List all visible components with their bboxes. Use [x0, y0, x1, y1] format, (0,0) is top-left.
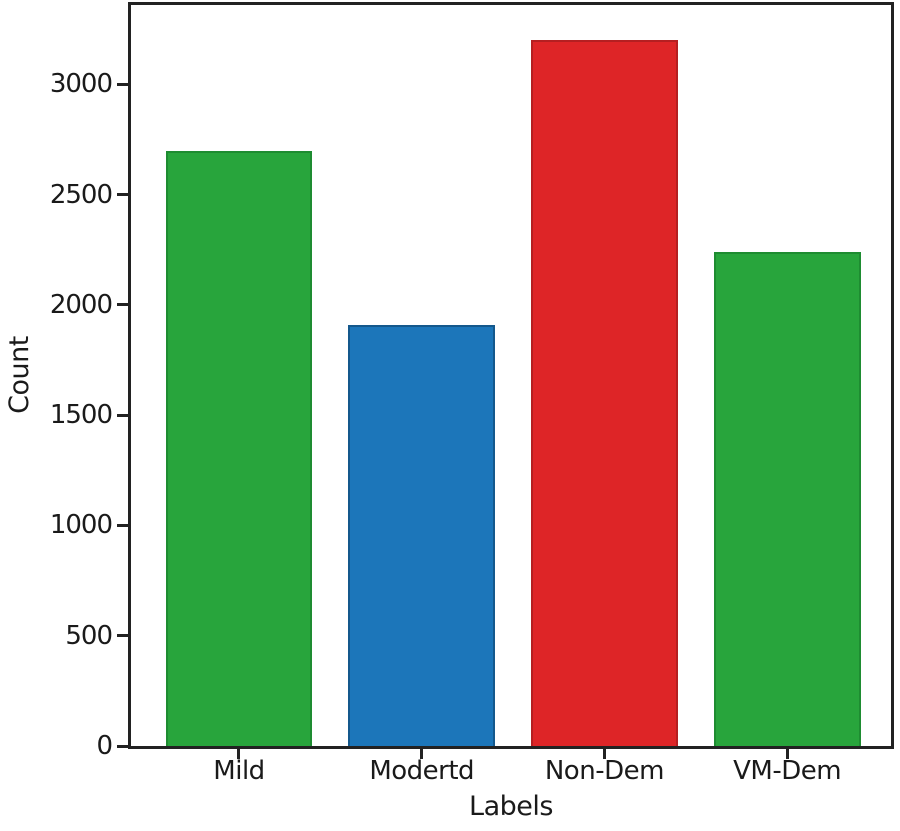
y-tick-label: 0: [96, 731, 113, 761]
bar-non-dem: [530, 40, 678, 746]
x-axis-title: Labels: [469, 791, 553, 822]
y-tick-mark: [117, 413, 128, 417]
bar-vm-dem: [713, 251, 861, 746]
x-tick-mark: [237, 749, 241, 759]
y-tick-label: 2000: [49, 289, 113, 320]
y-tick-label: 1000: [49, 510, 113, 541]
x-tick-label: Modertd: [369, 756, 475, 786]
x-tick-label: Mild: [213, 756, 265, 786]
x-tick-mark: [420, 749, 424, 759]
x-tick-mark: [602, 749, 606, 759]
y-tick-label: 3000: [49, 69, 113, 100]
x-tick-label: VM-Dem: [733, 756, 842, 786]
x-tick-label: Non-Dem: [544, 756, 665, 786]
y-tick-mark: [117, 193, 128, 197]
y-tick-mark: [117, 744, 128, 748]
y-tick-mark: [117, 82, 128, 86]
y-tick-label: 1500: [49, 400, 113, 431]
plot-area: [128, 2, 894, 749]
y-tick-label: 500: [65, 620, 113, 651]
y-tick-mark: [117, 523, 128, 527]
y-tick-label: 2500: [49, 179, 113, 210]
x-tick-mark: [785, 749, 789, 759]
bar-modertd: [348, 324, 496, 746]
y-tick-mark: [117, 303, 128, 307]
y-tick-mark: [117, 634, 128, 638]
bar-mild: [165, 150, 313, 746]
